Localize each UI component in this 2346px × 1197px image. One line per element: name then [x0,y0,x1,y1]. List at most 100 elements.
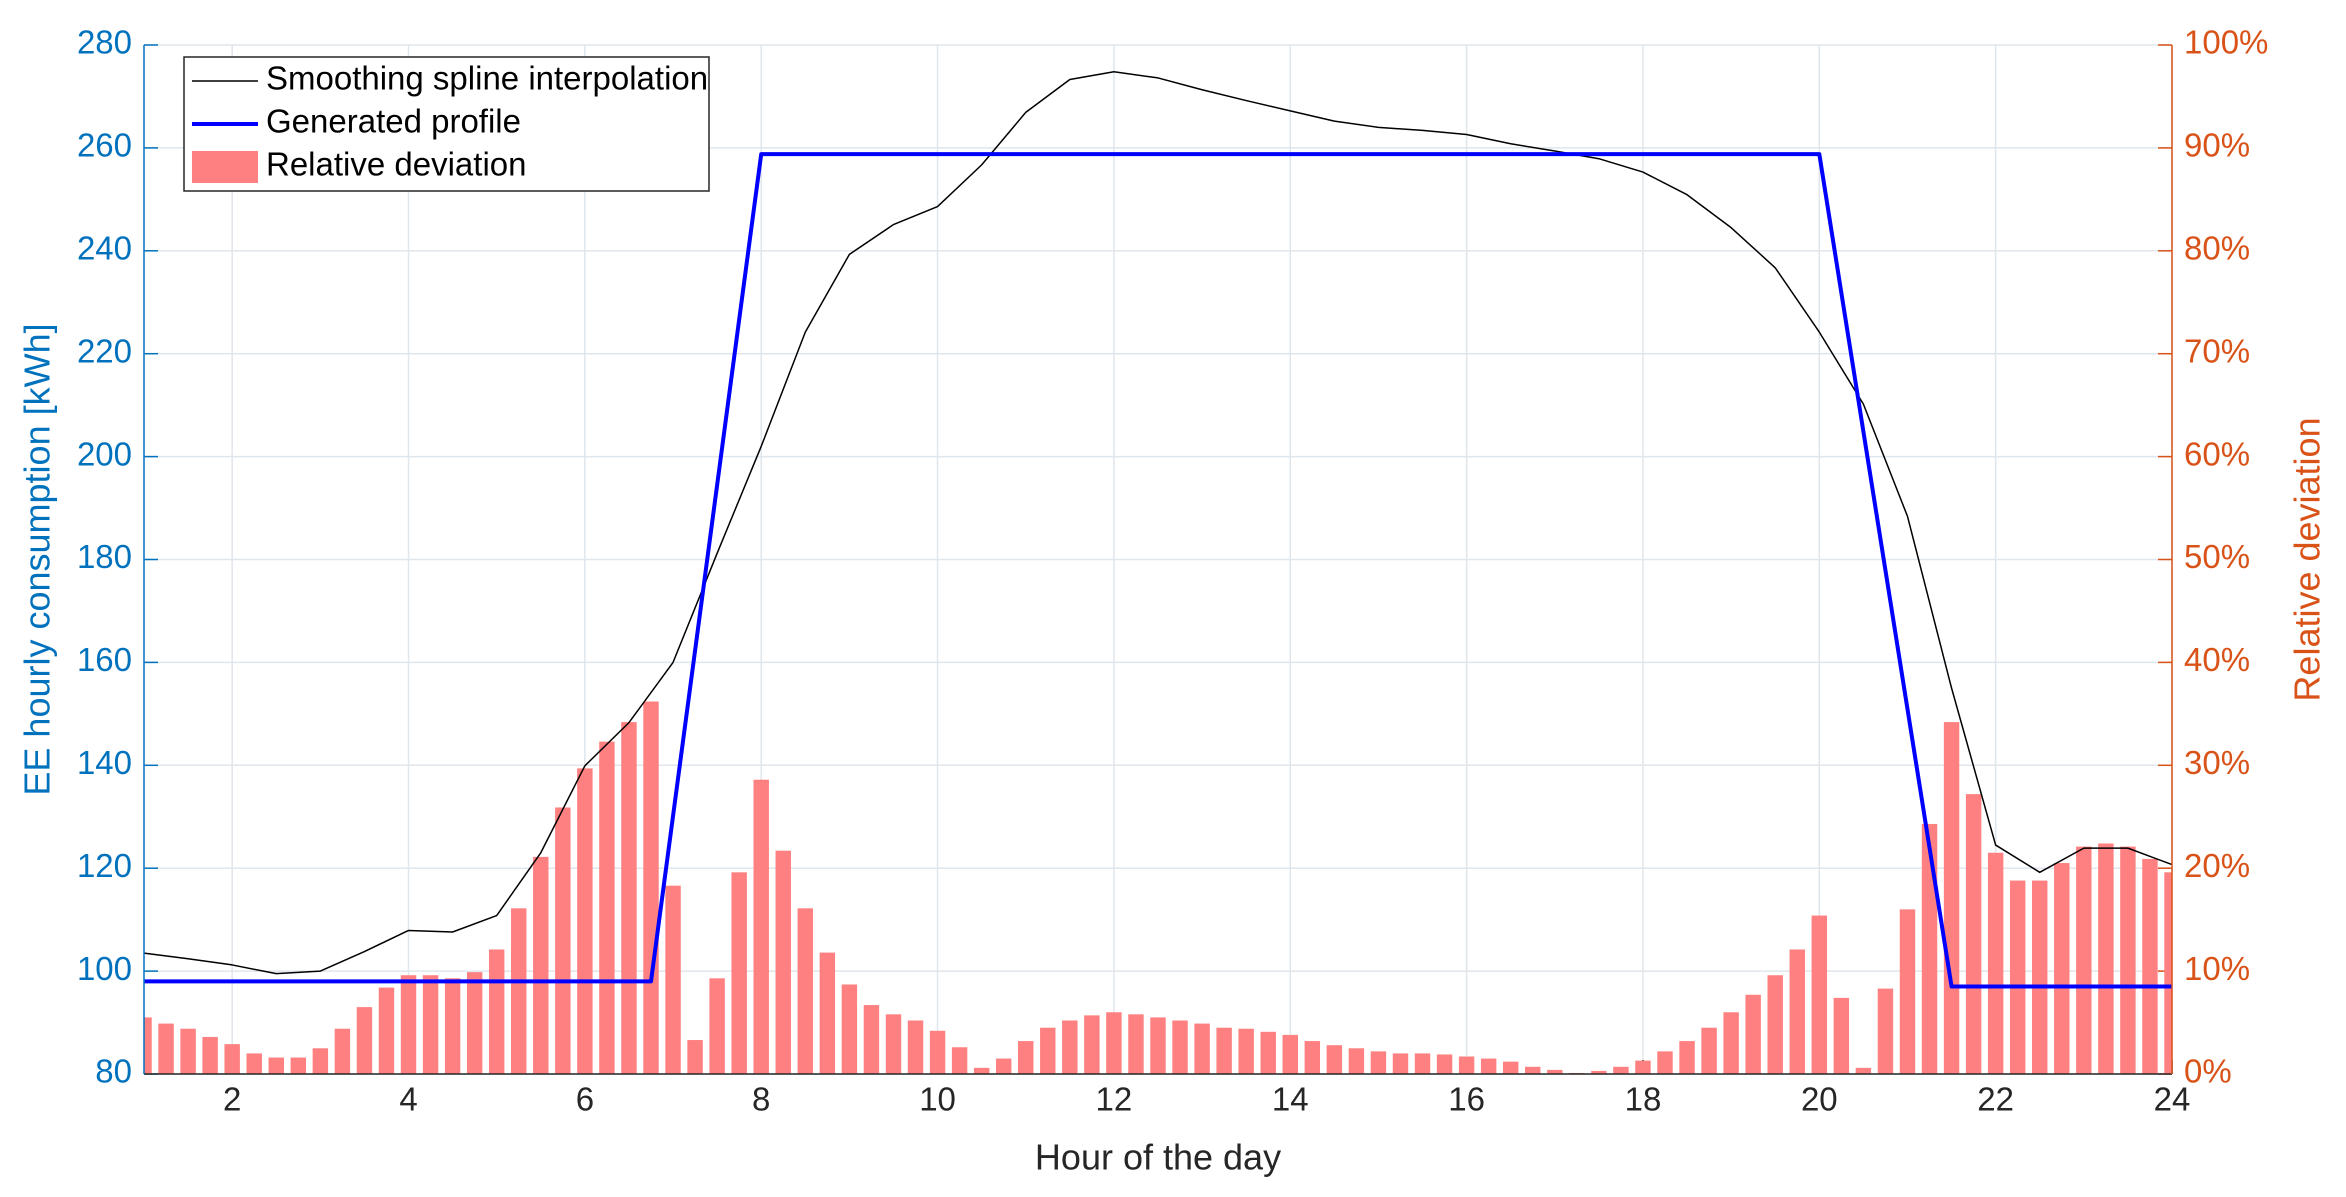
bar [1811,915,1828,1074]
x-tick-label: 16 [1448,1081,1485,1118]
bar [533,856,549,1074]
bar [995,1058,1012,1074]
y2-tick-label: 50% [2184,538,2250,575]
bar [577,768,593,1074]
bar [1833,997,1850,1074]
y2-tick-label: 10% [2184,950,2250,987]
y-tick-label: 260 [77,127,132,164]
bar [1040,1027,1056,1074]
bar [643,701,659,1074]
y-tick-label: 160 [77,641,132,678]
bar [2098,843,2114,1074]
bar [246,1053,262,1074]
bar [841,984,858,1074]
bar [1370,1051,1387,1074]
bar [1789,949,1805,1074]
x-tick-label: 18 [1625,1081,1662,1118]
bar [1260,1031,1276,1074]
bar [1348,1048,1365,1074]
bar [1282,1034,1298,1074]
bar [1965,794,1982,1074]
y2-tick-label: 80% [2184,230,2250,267]
bar [511,908,527,1074]
legend-label: Generated profile [266,103,521,140]
bar [1458,1056,1475,1074]
bar [1128,1014,1144,1074]
y2-tick-label: 90% [2184,127,2250,164]
bar [1613,1066,1629,1074]
x-tick-label: 8 [752,1081,770,1118]
x-tick-label: 14 [1272,1081,1309,1118]
y2-tick-label: 30% [2184,744,2250,781]
bar [312,1048,329,1074]
y2-tick-label: 0% [2184,1053,2232,1090]
bar [951,1047,968,1074]
line [143,71,2173,975]
bar [290,1057,307,1074]
bar [466,972,483,1074]
y2-axis-label: Relative deviation [2287,417,2328,701]
bar [1701,1027,1717,1074]
x-tick-label: 24 [2154,1081,2191,1118]
bar [819,952,836,1074]
x-tick-label: 4 [399,1081,417,1118]
bar [1877,988,1894,1074]
legend-label: Relative deviation [266,146,527,183]
bar [144,1017,152,1074]
y2-tick-label: 100% [2184,24,2268,61]
bar [422,975,439,1074]
bar [1943,722,1960,1074]
bar [1480,1058,1497,1074]
bar [2076,846,2092,1074]
x-tick-label: 10 [919,1081,956,1118]
x-tick-label: 2 [223,1081,241,1118]
y-axis-label: EE hourly consumption [kWh] [17,323,58,795]
bar [1899,909,1916,1074]
bar [709,978,725,1074]
y2-tick-label: 60% [2184,435,2250,472]
bar [973,1067,990,1074]
bar [224,1044,240,1074]
bar [797,908,814,1074]
bar [1106,1012,1122,1074]
bar [1921,823,1938,1074]
bar [2032,880,2048,1074]
bar [202,1036,218,1074]
bar [555,807,571,1074]
bar [444,978,461,1074]
bar [1238,1028,1254,1074]
bar [1525,1066,1541,1074]
bar [1414,1053,1431,1074]
y-tick-label: 280 [77,24,132,61]
bar [775,850,791,1074]
bar [2164,872,2172,1074]
bar [1216,1027,1232,1074]
bar [1436,1054,1453,1074]
bar [2120,846,2136,1074]
bar [334,1028,351,1074]
bar [1547,1069,1563,1074]
legend-label: Smoothing spline interpolation [266,60,708,97]
bar [400,975,417,1074]
bar [2009,880,2026,1074]
bar [1987,852,2004,1074]
bar [687,1040,703,1074]
bar [378,987,395,1074]
bar [1745,994,1761,1074]
bar [665,885,681,1074]
bar [2142,858,2158,1074]
y-tick-label: 200 [77,435,132,472]
y2-tick-label: 20% [2184,847,2250,884]
bar [1591,1070,1607,1074]
bar [1062,1020,1078,1074]
bar [1304,1041,1321,1074]
bar [1172,1020,1188,1074]
y-tick-label: 220 [77,332,132,369]
bar [1635,1060,1651,1074]
bar [907,1020,924,1074]
x-tick-label: 22 [1977,1081,2014,1118]
bar [1194,1023,1210,1074]
legend-box [183,56,710,192]
x-tick-label: 6 [576,1081,594,1118]
